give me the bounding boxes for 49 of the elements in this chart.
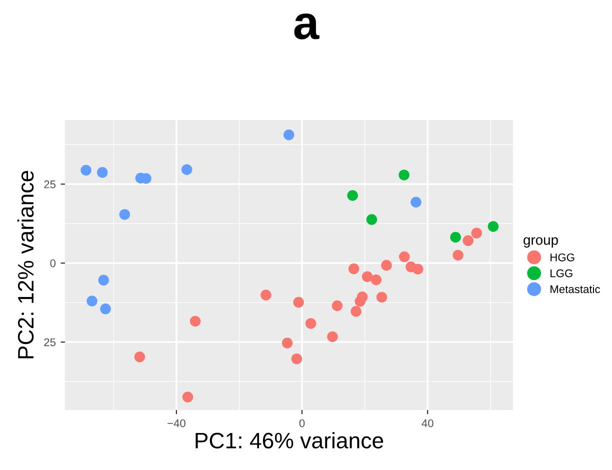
y-axis-title: PC2: 12% variance [17,170,34,358]
point [452,250,464,261]
point [80,164,92,176]
point [370,274,382,286]
point [291,353,302,364]
x-tick-label: 40 [422,419,434,428]
point [366,214,378,225]
point [362,271,373,282]
point [327,331,338,342]
point [119,209,130,220]
point [410,196,422,208]
point [356,292,368,302]
point [450,232,461,243]
legend-label: HGG [550,253,574,262]
point [471,228,482,238]
point [381,260,392,271]
x-axis-title: PC1: 46% variance [196,432,384,448]
x-tick-label: 0 [299,419,305,428]
point [462,235,474,246]
point [332,300,343,312]
y-tick-label: 25 [44,338,56,346]
chart-title: a [294,14,320,40]
point [181,164,192,175]
point [293,296,304,308]
point [412,264,424,274]
point [350,306,362,317]
point [260,290,272,300]
point [376,292,388,303]
point [283,129,294,140]
point [96,167,108,178]
point [190,316,201,327]
point [398,170,410,180]
point [347,190,358,201]
legend-title: group [524,237,558,248]
point [305,318,316,329]
point [488,221,499,232]
point [348,263,360,274]
legend-label: LGG [550,269,572,278]
point [282,338,293,348]
point [100,304,111,314]
point [134,352,146,362]
point [98,274,109,286]
y-tick-label: 25 [44,180,56,188]
point [86,296,98,306]
point [398,251,410,262]
point [182,392,194,402]
x-tick-label: −40 [168,419,186,428]
y-tick-label: 0 [50,259,56,268]
legend-label: Metastatic [550,284,600,294]
